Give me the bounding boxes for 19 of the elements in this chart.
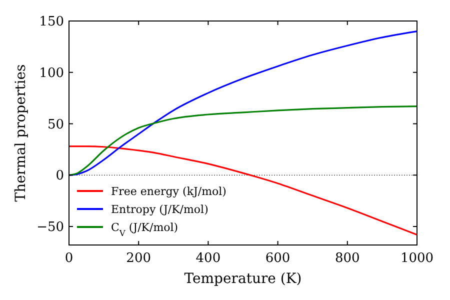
x-axis-title: Temperature (K) xyxy=(184,271,302,287)
y-tick-label: 50 xyxy=(47,117,64,132)
x-tick-label: 0 xyxy=(64,251,74,266)
x-tick-label: 600 xyxy=(265,251,290,266)
x-tick-label: 800 xyxy=(334,251,360,266)
y-tick-label: −50 xyxy=(36,220,64,236)
legend-label: Entropy (J/K/mol) xyxy=(111,202,208,216)
x-tick-label: 1000 xyxy=(400,251,434,266)
line-series xyxy=(68,146,418,236)
line-series xyxy=(68,105,418,176)
x-tick-label: 400 xyxy=(196,251,221,266)
legend-label: C$_{V}$ (J/K/mol) xyxy=(111,220,178,238)
legend-label: Free energy (kJ/mol) xyxy=(111,184,226,198)
y-tick-label: 150 xyxy=(39,14,64,30)
y-axis-title: Thermal properties xyxy=(13,64,29,202)
y-tick-label: 0 xyxy=(56,168,64,184)
y-tick-label: 100 xyxy=(39,66,64,81)
line-series xyxy=(68,30,418,176)
x-tick-label: 200 xyxy=(126,251,152,266)
